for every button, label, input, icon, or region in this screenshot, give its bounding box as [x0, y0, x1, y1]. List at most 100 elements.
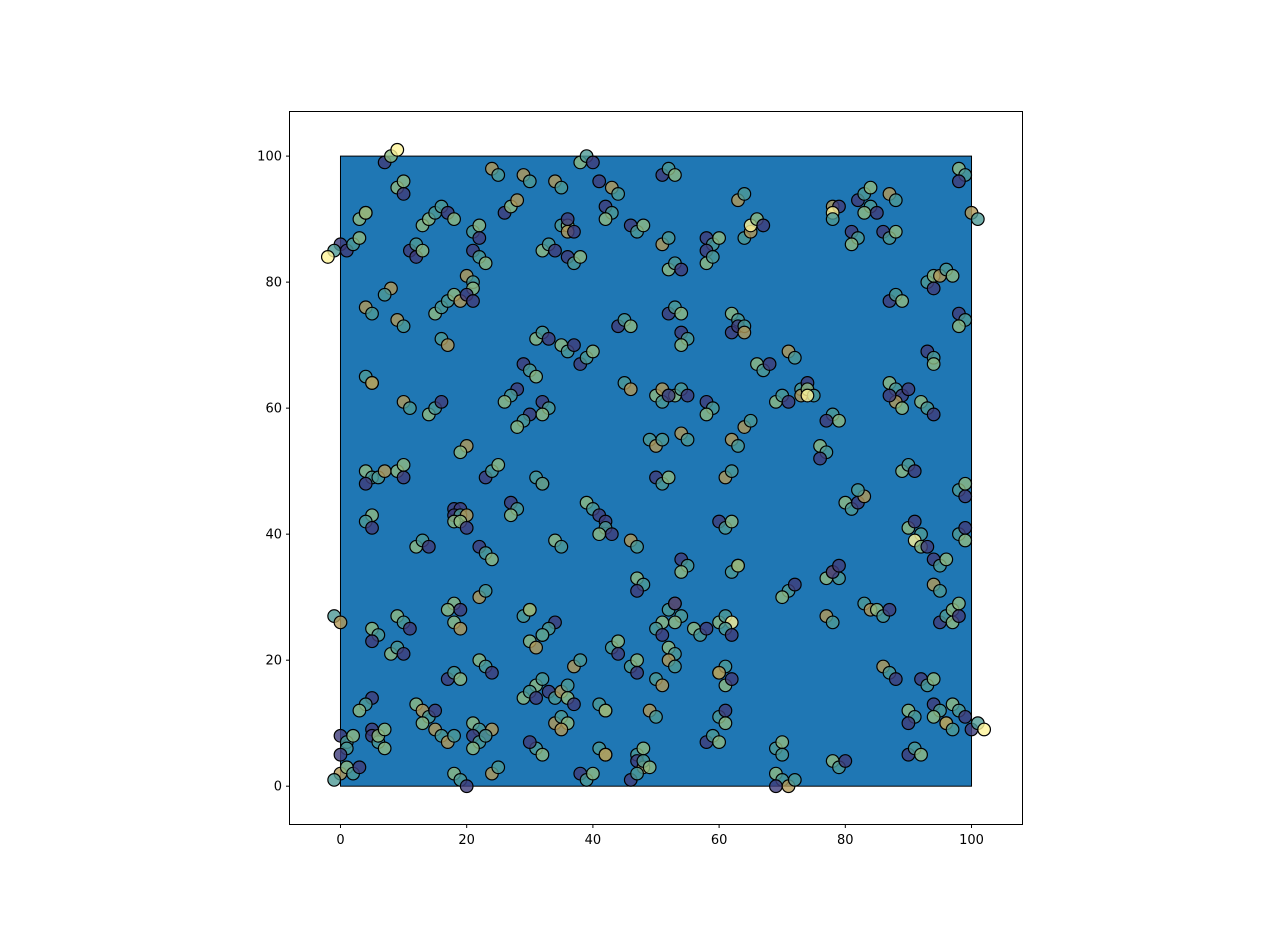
y-tick-label: 60	[265, 402, 282, 417]
scatter-point	[825, 615, 840, 630]
scatter-point	[920, 539, 935, 554]
scatter-point	[472, 218, 487, 233]
scatter-point	[611, 634, 626, 649]
scatter-point	[712, 231, 727, 245]
scatter-point	[636, 218, 651, 233]
scatter-point	[958, 476, 973, 491]
scatter-point	[585, 155, 600, 170]
scatter-point	[712, 735, 727, 749]
scatter-point	[762, 357, 777, 371]
scatter-point	[352, 760, 367, 775]
scatter-point	[377, 464, 392, 479]
x-tick-label: 60	[711, 833, 728, 848]
scatter-point	[453, 672, 468, 686]
scatter-point	[668, 659, 682, 674]
scatter-point	[958, 709, 973, 724]
scatter-point	[775, 590, 790, 605]
scatter-point	[882, 388, 897, 403]
scatter-point	[535, 476, 550, 491]
scatter-point	[680, 388, 695, 403]
scatter-point	[712, 665, 727, 680]
y-tick-label: 0	[274, 780, 282, 795]
scatter-point	[346, 728, 361, 743]
scatter-point	[585, 766, 600, 781]
scatter-point	[365, 306, 379, 321]
scatter-point	[882, 602, 897, 617]
scatter-point	[655, 432, 670, 447]
scatter-point	[888, 224, 903, 239]
scatter-point	[453, 602, 468, 617]
y-axis: 0 20 40 60 80 100	[257, 150, 290, 795]
scatter-point	[402, 401, 417, 416]
scatter-point	[630, 665, 644, 680]
scatter-point	[396, 187, 411, 201]
scatter-point	[396, 174, 411, 189]
scatter-point	[945, 722, 960, 737]
scatter-point	[623, 382, 638, 397]
plot-area	[320, 142, 992, 794]
scatter-point	[926, 281, 941, 296]
scatter-point	[724, 672, 739, 686]
scatter-point	[478, 583, 493, 598]
scatter-point	[472, 231, 487, 245]
scatter-point	[560, 678, 575, 693]
scatter-point	[365, 520, 379, 535]
scatter-point	[724, 628, 739, 642]
scatter-point	[939, 552, 954, 567]
scatter-point	[680, 432, 695, 447]
scatter-point	[958, 533, 973, 548]
scatter-point	[655, 678, 670, 693]
scatter-point	[630, 766, 644, 781]
scatter-point	[535, 672, 550, 686]
scatter-point	[724, 514, 739, 529]
scatter-point	[567, 338, 581, 353]
scatter-point	[888, 672, 903, 686]
x-axis: 0 20 40 60 80 100	[336, 824, 984, 848]
scatter-point	[529, 640, 544, 655]
scatter-point	[604, 527, 619, 542]
scatter-point	[907, 464, 922, 479]
scatter-point	[895, 401, 910, 416]
scatter-point	[453, 445, 468, 460]
scatter-point	[535, 628, 550, 642]
scatter-point	[415, 243, 430, 258]
scatter-point	[535, 747, 550, 762]
scatter-point	[737, 325, 752, 340]
scatter-point	[352, 703, 367, 718]
scatter-point	[977, 722, 992, 737]
scatter-point	[333, 747, 348, 762]
scatter-point	[825, 212, 840, 227]
scatter-point	[541, 331, 556, 346]
scatter-point	[674, 306, 689, 321]
x-tick-label: 100	[959, 833, 984, 848]
scatter-point	[731, 439, 745, 453]
scatter-point	[895, 294, 910, 308]
scatter-point	[377, 741, 392, 756]
scatter-point	[535, 407, 550, 422]
scatter-point	[510, 420, 525, 434]
scatter-point	[901, 716, 916, 731]
scatter-point	[320, 250, 335, 264]
scatter-point	[377, 287, 392, 302]
scatter-point	[813, 451, 827, 466]
axes-frame	[289, 111, 1023, 825]
scatter-point	[787, 350, 802, 365]
scatter-point	[857, 205, 872, 220]
y-tick-label: 40	[265, 528, 282, 543]
scatter-point	[396, 646, 411, 661]
scatter-point	[567, 697, 581, 712]
scatter-point	[787, 772, 802, 787]
scatter-point	[522, 174, 537, 189]
scatter-point	[598, 703, 613, 718]
scatter-point	[491, 457, 506, 472]
scatter-point	[630, 653, 644, 668]
scatter-point	[503, 508, 518, 523]
scatter-point	[567, 224, 581, 239]
scatter-point	[396, 470, 411, 485]
scatter-point	[699, 621, 714, 636]
scatter-point	[705, 250, 720, 264]
scatter-point	[958, 520, 973, 535]
scatter-point	[737, 187, 752, 201]
scatter-point	[396, 457, 411, 472]
scatter-point	[447, 212, 461, 227]
